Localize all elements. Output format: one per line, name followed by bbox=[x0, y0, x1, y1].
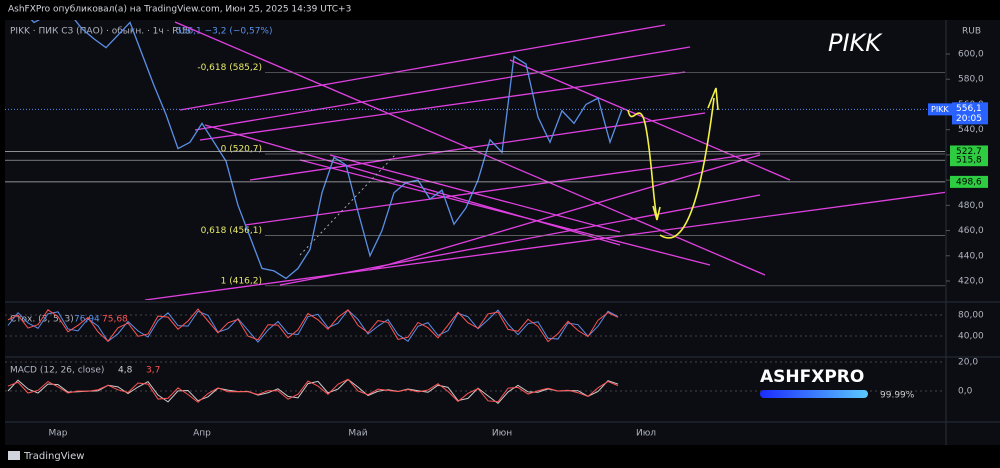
indicator-line bbox=[7, 308, 619, 343]
trendline bbox=[179, 24, 666, 111]
level-label: 515,8 bbox=[956, 156, 982, 166]
trendlines bbox=[144, 21, 945, 300]
level-box bbox=[950, 175, 988, 188]
fib-label: -0,618 (585,2) bbox=[197, 63, 262, 73]
publisher: AshFXPro опубликовал(а) на TradingView.c… bbox=[8, 5, 351, 15]
watermark: PIKK bbox=[828, 29, 883, 57]
quote: 556,1 −3,2 (−0,57%) bbox=[176, 27, 273, 37]
trendline bbox=[369, 154, 761, 271]
price-box bbox=[952, 102, 988, 125]
progress: 99.99% bbox=[880, 391, 915, 401]
chart-bg bbox=[5, 20, 1000, 445]
trendline bbox=[194, 46, 691, 131]
trendline bbox=[144, 191, 945, 300]
indicator-tick: 20,0 bbox=[958, 358, 978, 368]
y-tick-label: 440,0 bbox=[958, 251, 984, 261]
indicator-value: 75,68 bbox=[102, 315, 128, 325]
tv-icon bbox=[8, 451, 20, 460]
trendline bbox=[329, 154, 621, 233]
y-tick-label: 600,0 bbox=[958, 50, 984, 60]
indicator-value: 3,7 bbox=[146, 366, 160, 376]
trendline bbox=[299, 159, 711, 266]
indicator-value: 76,94 bbox=[74, 315, 100, 325]
countdown: 20:05 bbox=[956, 114, 982, 124]
trendline bbox=[279, 194, 761, 286]
y-tick-label: 460,0 bbox=[958, 226, 984, 236]
trendline bbox=[204, 124, 621, 246]
level-label: 522,7 bbox=[956, 147, 982, 157]
progress-bar bbox=[760, 390, 868, 398]
indicator-tick: 0,0 bbox=[958, 387, 973, 397]
indicator-tick: 80,00 bbox=[958, 311, 984, 321]
currency: RUB bbox=[962, 27, 981, 37]
symbol: PIKK · ПИК СЗ (ПАО) · обыкн. · 1ч · RUS bbox=[10, 27, 191, 37]
fib-label: 0 (520,7) bbox=[221, 145, 262, 155]
indicator-line bbox=[7, 309, 619, 343]
y-tick-label: 420,0 bbox=[958, 277, 984, 287]
indicator-line bbox=[7, 378, 619, 403]
x-tick-label: Май bbox=[348, 429, 367, 439]
price-line bbox=[30, 20, 623, 280]
price-pane bbox=[30, 20, 623, 280]
logo: ASHFXPRO bbox=[760, 367, 864, 387]
y-tick-label: 580,0 bbox=[958, 75, 984, 85]
symbol-box bbox=[928, 103, 952, 116]
trendline bbox=[199, 71, 686, 141]
fib-label: 0,618 (456,1) bbox=[201, 226, 262, 236]
symbol-label: PIKK bbox=[931, 105, 949, 114]
level-box bbox=[950, 154, 988, 167]
fib-label: 1 (416,2) bbox=[221, 276, 262, 286]
x-tick-label: Апр bbox=[193, 429, 211, 439]
x-tick-label: Мар bbox=[49, 429, 68, 439]
footer: TradingView bbox=[23, 451, 84, 462]
level-label: 498,6 bbox=[956, 177, 982, 187]
indicator-tick: 40,00 bbox=[958, 332, 984, 342]
indicator-value: 4,8 bbox=[118, 366, 133, 376]
price-label: 556,1 bbox=[956, 104, 982, 114]
trendline bbox=[244, 152, 761, 226]
x-tick-label: Июл bbox=[636, 429, 656, 439]
trendline bbox=[174, 21, 766, 276]
trendline bbox=[249, 112, 706, 181]
indicator-name: MACD (12, 26, close) bbox=[10, 366, 104, 376]
drawing bbox=[627, 87, 719, 239]
x-tick-label: Июн bbox=[492, 429, 512, 439]
y-tick-label: 540,0 bbox=[958, 125, 984, 135]
y-tick-label: 480,0 bbox=[958, 201, 984, 211]
